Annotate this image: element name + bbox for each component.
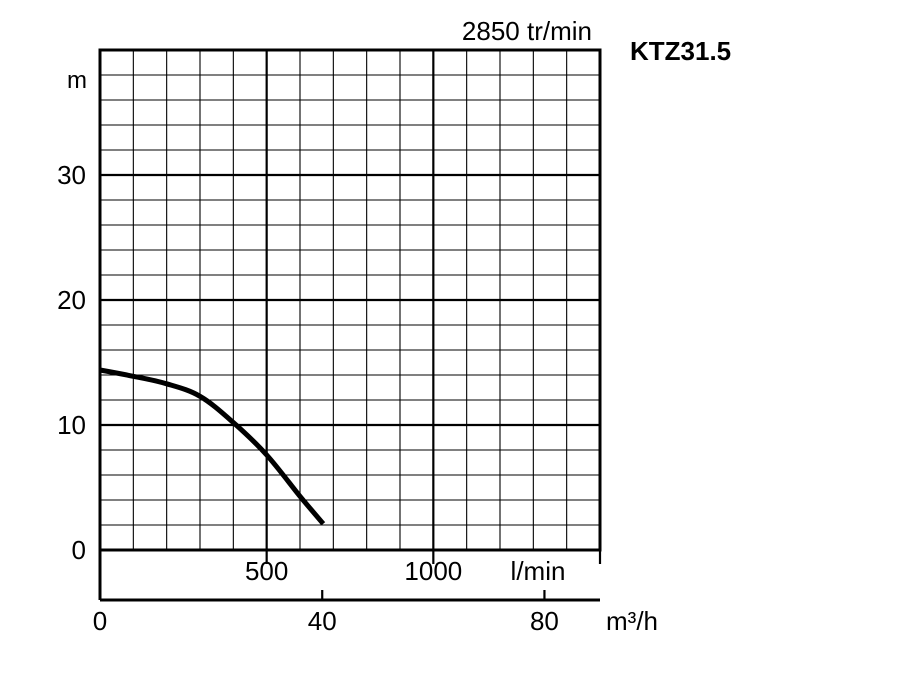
y-tick-label: 0 <box>72 535 86 565</box>
x-axis-label-lmin: l/min <box>511 556 566 586</box>
m3h-tick-label: 0 <box>93 606 107 636</box>
chart-title: KTZ31.5 <box>630 36 731 66</box>
m3h-tick-label: 80 <box>530 606 559 636</box>
y-tick-label: 30 <box>57 160 86 190</box>
lmin-tick-label: 500 <box>245 556 288 586</box>
pump-curve-line <box>99 367 326 526</box>
y-tick-label: 20 <box>57 285 86 315</box>
grid-lines <box>100 50 600 550</box>
tick-labels: 500 1000 0 40 80 0 10 20 30 <box>57 160 559 636</box>
axes <box>98 48 602 602</box>
y-tick-label: 10 <box>57 410 86 440</box>
y-axis-label: m <box>67 67 87 94</box>
m3h-tick-label: 40 <box>308 606 337 636</box>
chart-subtitle: 2850 tr/min <box>462 16 592 46</box>
plot-frame <box>98 48 602 552</box>
lmin-tick-label: 1000 <box>404 556 462 586</box>
x-axis-label-m3h: m³/h <box>606 606 658 636</box>
curve-layer <box>99 367 326 526</box>
